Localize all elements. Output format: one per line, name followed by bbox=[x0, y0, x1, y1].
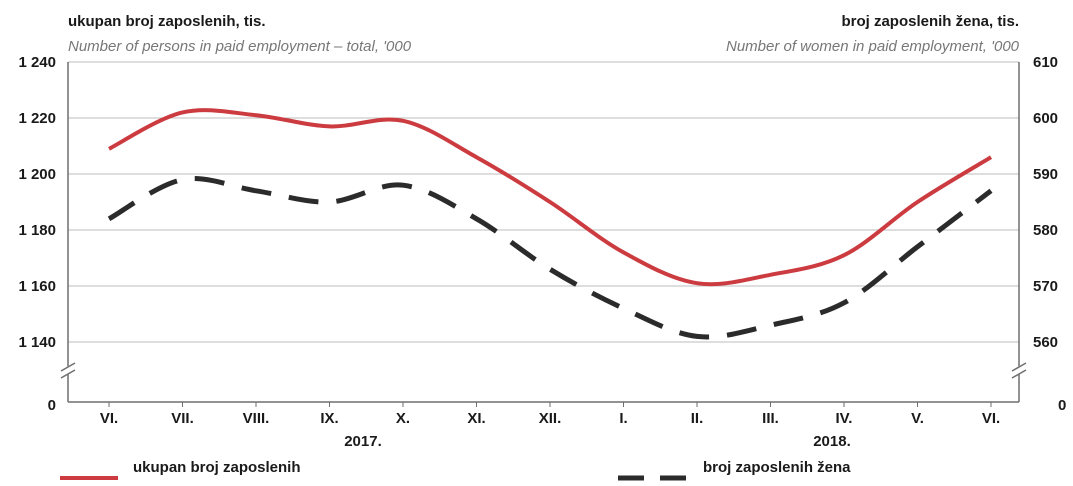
data-point bbox=[181, 110, 185, 114]
right-tick-label: 610 bbox=[1033, 54, 1058, 71]
data-point bbox=[916, 245, 920, 249]
left-axis-subtitle: Number of persons in paid employment – t… bbox=[68, 38, 412, 55]
axis-break-gap-1 bbox=[1009, 362, 1029, 378]
x-tick-label: XI. bbox=[467, 410, 485, 427]
axis-break-mark-b-1 bbox=[1011, 362, 1027, 372]
x-tick-label: VIII. bbox=[243, 410, 270, 427]
x-tick-label: VII. bbox=[171, 410, 194, 427]
right-axis-title: broj zaposlenih žena, tis. bbox=[841, 13, 1019, 30]
data-point bbox=[548, 267, 552, 271]
right-axis-subtitle: Number of women in paid employment, '000 bbox=[726, 38, 1020, 55]
data-point bbox=[254, 113, 258, 117]
right-zero-label: 0 bbox=[1058, 397, 1066, 414]
data-point bbox=[769, 323, 773, 327]
plot-area: 1 140 1 160 1 180 1 200 1 220 1 240 0 560 570 580… bbox=[18, 54, 1066, 481]
data-point bbox=[695, 281, 699, 285]
data-point bbox=[401, 119, 405, 123]
x-tick-label: V. bbox=[911, 410, 924, 427]
x-tick-label: IX. bbox=[320, 410, 338, 427]
x-tick-label: III. bbox=[762, 410, 779, 427]
x-tick-label: VI. bbox=[100, 410, 118, 427]
left-tick-label: 1 220 bbox=[18, 110, 56, 127]
left-zero-label: 0 bbox=[48, 397, 56, 414]
data-point bbox=[107, 147, 111, 151]
right-tick-label: 600 bbox=[1033, 110, 1058, 127]
data-point bbox=[328, 124, 332, 128]
year-label: 2017. bbox=[344, 433, 382, 450]
data-point bbox=[622, 306, 626, 310]
x-tick-label: II. bbox=[691, 410, 704, 427]
right-tick-label: 570 bbox=[1033, 278, 1058, 295]
left-tick-label: 1 200 bbox=[18, 166, 56, 183]
axis-break-mark-0 bbox=[60, 369, 76, 379]
right-tick-label: 560 bbox=[1033, 334, 1058, 351]
data-point bbox=[769, 273, 773, 277]
data-point bbox=[622, 250, 626, 254]
left-tick-label: 1 240 bbox=[18, 54, 56, 71]
data-point bbox=[842, 253, 846, 257]
series-line-total bbox=[108, 108, 993, 287]
axis-break-mark-1 bbox=[1011, 369, 1027, 379]
axis-break-gap-0 bbox=[58, 362, 78, 378]
left-tick-label: 1 180 bbox=[18, 222, 56, 239]
data-point bbox=[475, 217, 479, 221]
x-tick-label: X. bbox=[396, 410, 410, 427]
data-point bbox=[254, 189, 258, 193]
year-label: 2018. bbox=[813, 433, 851, 450]
data-point bbox=[328, 200, 332, 204]
right-tick-label: 590 bbox=[1033, 166, 1058, 183]
left-axis-title: ukupan broj zaposlenih, tis. bbox=[68, 13, 266, 30]
axis-break-mark-b-0 bbox=[60, 362, 76, 372]
right-tick-label: 580 bbox=[1033, 222, 1058, 239]
data-point bbox=[181, 178, 185, 182]
data-point bbox=[989, 155, 993, 159]
x-tick-label: IV. bbox=[836, 410, 853, 427]
data-point bbox=[107, 217, 111, 221]
data-point bbox=[475, 155, 479, 159]
data-point bbox=[401, 183, 405, 187]
data-point bbox=[695, 334, 699, 338]
x-tick-label: XII. bbox=[539, 410, 562, 427]
legend-label-women: broj zaposlenih žena bbox=[703, 459, 851, 476]
left-tick-label: 1 160 bbox=[18, 278, 56, 295]
data-point bbox=[989, 189, 993, 193]
legend-label-total: ukupan broj zaposlenih bbox=[133, 459, 301, 476]
data-point bbox=[916, 200, 920, 204]
data-point bbox=[842, 301, 846, 305]
x-tick-label: VI. bbox=[982, 410, 1000, 427]
data-point bbox=[548, 200, 552, 204]
x-tick-label: I. bbox=[619, 410, 627, 427]
left-tick-label: 1 140 bbox=[18, 334, 56, 351]
series-line-women bbox=[107, 176, 993, 340]
